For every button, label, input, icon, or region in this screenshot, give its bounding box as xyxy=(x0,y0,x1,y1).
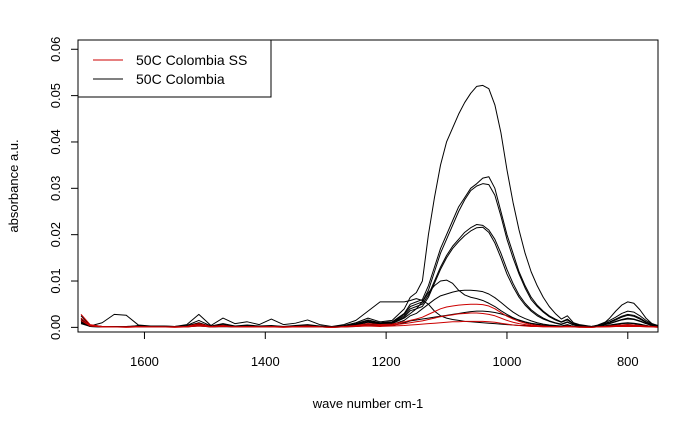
y-tick-label: 0.00 xyxy=(48,315,63,340)
x-tick-label: 1400 xyxy=(251,354,280,369)
y-tick-label: 0.06 xyxy=(48,37,63,62)
x-tick-label: 1200 xyxy=(372,354,401,369)
legend-label-colombia: 50C Colombia xyxy=(136,71,225,87)
legend-box xyxy=(77,39,272,98)
y-tick-label: 0.04 xyxy=(48,129,63,154)
y-tick-label: 0.01 xyxy=(48,268,63,293)
x-tick-label: 1000 xyxy=(492,354,521,369)
y-tick-label: 0.02 xyxy=(48,222,63,247)
x-tick-label: 800 xyxy=(617,354,639,369)
legend-label-ss: 50C Colombia SS xyxy=(136,52,247,68)
y-tick-label: 0.03 xyxy=(48,176,63,201)
legend: 50C Colombia SS 50C Colombia xyxy=(77,39,272,98)
y-tick-label: 0.05 xyxy=(48,83,63,108)
series-layer xyxy=(80,84,659,328)
x-axis-label: wave number cm-1 xyxy=(312,396,424,411)
y-axis-label: absorbance a.u. xyxy=(6,139,21,232)
plot-frame xyxy=(77,39,659,333)
x-tick-label: 1600 xyxy=(130,354,159,369)
series-line-12 xyxy=(80,319,659,328)
x-axis: 1600 1400 1200 1000 800 xyxy=(130,332,639,369)
y-axis: 0.00 0.01 0.02 0.03 0.04 0.05 0.06 xyxy=(48,37,78,340)
